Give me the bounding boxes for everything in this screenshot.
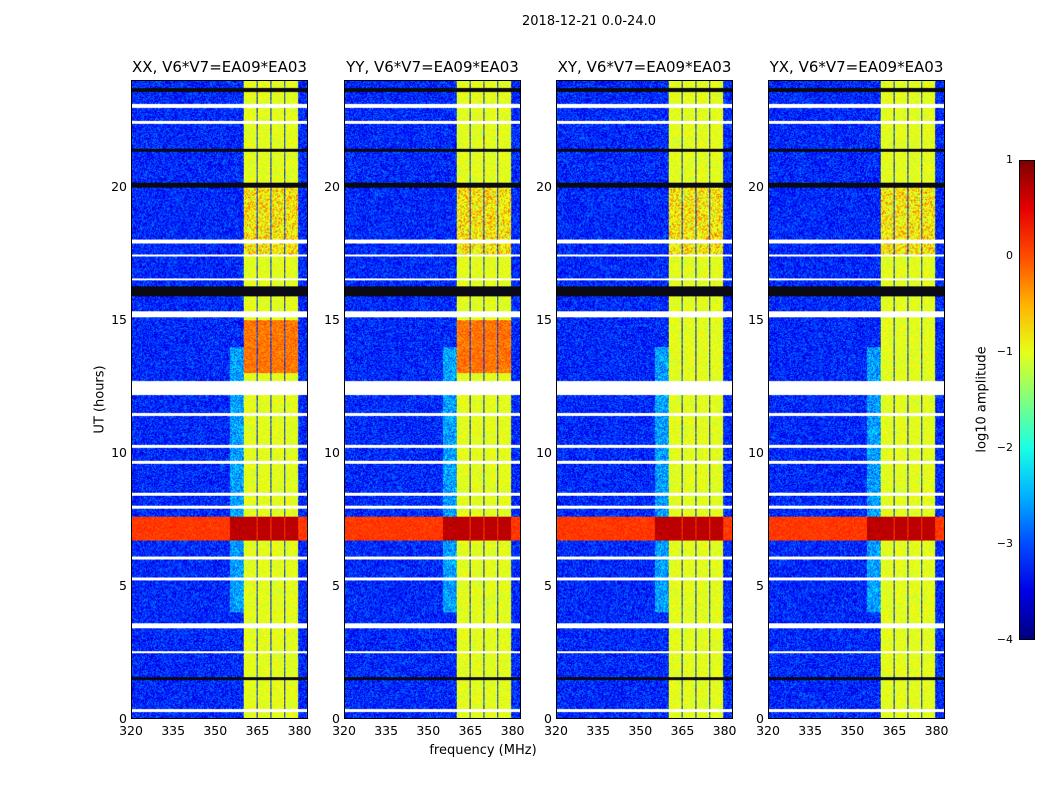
x-tick-label: 335 xyxy=(798,723,823,738)
spectrogram-panel-0 xyxy=(131,80,308,719)
spectrogram-image xyxy=(769,81,944,718)
y-tick-label: 10 xyxy=(324,444,340,460)
y-tick-label: 5 xyxy=(332,577,340,593)
x-tick-label: 335 xyxy=(586,723,611,738)
y-tick-label: 20 xyxy=(324,178,340,194)
x-tick-label: 365 xyxy=(458,723,483,738)
x-tick-label: 320 xyxy=(119,723,143,738)
y-axis-label: UT (hours) xyxy=(92,365,108,434)
y-tick-label: 10 xyxy=(111,444,127,460)
colorbar-tick-label: 0 xyxy=(1006,249,1013,262)
x-tick-label: 380 xyxy=(287,723,312,738)
x-tick-label: 335 xyxy=(161,723,186,738)
y-tick-label: 5 xyxy=(756,577,764,593)
panel-title-2: XY, V6*V7=EA09*EA03 xyxy=(557,58,732,76)
spectrogram-image xyxy=(557,81,732,718)
colorbar-tick-label: −4 xyxy=(996,633,1013,646)
y-tick-label: 0 xyxy=(756,711,764,726)
x-tick-label: 380 xyxy=(500,723,525,738)
y-tick-label: 10 xyxy=(748,444,764,460)
spectrogram-image xyxy=(132,81,307,718)
x-tick-label: 320 xyxy=(544,723,568,738)
figure-title: 2018-12-21 0.0-24.0 xyxy=(522,14,656,29)
x-tick-label: 350 xyxy=(840,723,865,738)
x-tick-label: 350 xyxy=(203,723,228,738)
y-tick-label: 20 xyxy=(536,178,552,194)
x-tick-label: 350 xyxy=(628,723,653,738)
y-tick-label: 20 xyxy=(748,178,764,194)
panel-title-0: XX, V6*V7=EA09*EA03 xyxy=(132,58,307,76)
colorbar-tick-label: −2 xyxy=(996,441,1013,454)
x-tick-label: 320 xyxy=(332,723,356,738)
y-tick-label: 5 xyxy=(119,577,127,593)
y-tick-label: 0 xyxy=(119,711,127,726)
colorbar-tick-label: −3 xyxy=(996,537,1013,550)
y-tick-label: 15 xyxy=(324,311,340,327)
panel-title-1: YY, V6*V7=EA09*EA03 xyxy=(346,58,519,76)
y-tick-label: 5 xyxy=(544,577,552,593)
colorbar-tick-label: −1 xyxy=(996,345,1013,358)
y-tick-label: 10 xyxy=(536,444,552,460)
y-tick-label: 15 xyxy=(111,311,127,327)
x-tick-label: 320 xyxy=(756,723,780,738)
spectrogram-panel-2 xyxy=(556,80,733,719)
colorbar-tick-label: 1 xyxy=(1006,153,1013,166)
panel-title-3: YX, V6*V7=EA09*EA03 xyxy=(769,58,944,76)
y-tick-label: 15 xyxy=(748,311,764,327)
spectrogram-panel-3 xyxy=(768,80,945,719)
x-tick-label: 365 xyxy=(670,723,695,738)
x-tick-label: 380 xyxy=(712,723,737,738)
spectrogram-panel-1 xyxy=(344,80,521,719)
y-tick-label: 20 xyxy=(111,178,127,194)
y-tick-label: 0 xyxy=(332,711,340,726)
x-tick-label: 380 xyxy=(924,723,949,738)
y-tick-label: 15 xyxy=(536,311,552,327)
x-tick-label: 350 xyxy=(416,723,441,738)
x-axis-label: frequency (MHz) xyxy=(429,743,537,758)
x-tick-label: 335 xyxy=(374,723,399,738)
colorbar xyxy=(1019,160,1035,640)
x-tick-label: 365 xyxy=(882,723,907,738)
spectrogram-image xyxy=(345,81,520,718)
y-tick-label: 0 xyxy=(544,711,552,726)
x-tick-label: 365 xyxy=(245,723,270,738)
colorbar-label: log10 amplitude xyxy=(974,346,990,453)
